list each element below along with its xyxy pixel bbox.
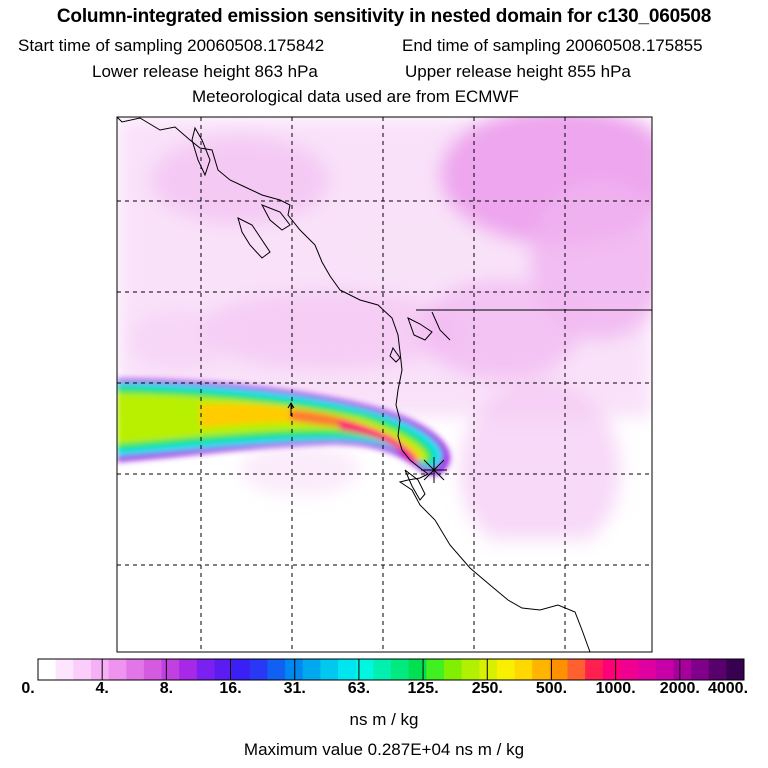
colorbar-swatch — [691, 659, 710, 680]
colorbar-swatch — [708, 659, 727, 680]
colorbar-frame — [37, 658, 745, 681]
colorbar-swatch — [408, 659, 427, 680]
colorbar-tick-label: 1000. — [595, 680, 636, 697]
colorbar-swatch — [602, 659, 621, 680]
lower-release-label: Lower release height 863 hPa — [92, 62, 318, 81]
colorbar-swatch — [320, 659, 339, 680]
colorbar-swatch — [90, 659, 110, 680]
colorbar-swatch — [426, 659, 445, 680]
colorbar-swatch — [514, 659, 533, 680]
colorbar-swatch — [249, 659, 268, 680]
colorbar-swatch — [585, 659, 604, 680]
colorbar-swatch — [214, 659, 233, 680]
colorbar-swatch — [461, 659, 480, 680]
colorbar-swatch — [196, 659, 215, 680]
upper-release-label: Upper release height 855 hPa — [405, 62, 631, 81]
lat-lon-grid — [117, 117, 652, 652]
colorbar-swatch — [232, 659, 251, 680]
colorbar-swatch — [73, 659, 92, 680]
met-data-label: Meteorological data used are from ECMWF — [192, 87, 519, 106]
colorbar-swatch — [108, 659, 127, 680]
colorbar-swatch — [655, 659, 674, 680]
colorbar-tick-label: 500. — [535, 680, 568, 697]
colorbar-swatch — [638, 659, 657, 680]
colorbar-swatch — [179, 659, 198, 680]
colorbar-tick-label: 4. — [95, 680, 109, 697]
release-marker — [421, 457, 447, 483]
colorbar-swatch — [55, 659, 74, 680]
colorbar-tick-label: 16. — [219, 680, 242, 697]
coastlines — [117, 117, 652, 652]
colorbar-swatch — [620, 659, 639, 680]
colorbar-swatch — [391, 659, 410, 680]
colorbar-swatch — [726, 659, 745, 680]
colorbar-tick-label: 0. — [21, 680, 35, 697]
colorbar-swatch — [355, 659, 374, 680]
maximum-value-label: Maximum value 0.287E+04 ns m / kg — [243, 740, 525, 759]
start-time-label: Start time of sampling 20060508.175842 — [18, 36, 325, 55]
colorbar-swatch — [161, 659, 180, 680]
colorbar-swatch — [302, 659, 321, 680]
map-frame — [116, 116, 653, 653]
colorbar-tick-label: 125. — [407, 680, 439, 697]
plot-title: Column-integrated emission sensitivity i… — [56, 6, 712, 27]
sensitivity-background-field — [117, 117, 652, 652]
colorbar-swatch — [549, 659, 568, 680]
colorbar-tick-label: 2000. — [659, 680, 700, 697]
end-time-label: End time of sampling 20060508.175855 — [402, 36, 703, 55]
colorbar-units: ns m / kg — [349, 710, 419, 729]
colorbar-swatch — [673, 659, 692, 680]
colorbar-tick-label: 63. — [347, 680, 371, 697]
colorbar-swatch — [479, 659, 498, 680]
colorbar-swatch — [532, 659, 551, 680]
colorbar-swatch — [38, 659, 57, 680]
colorbar-swatch — [267, 659, 286, 680]
colorbar-swatch — [126, 659, 145, 680]
colorbar-tick-label: 31. — [283, 680, 306, 697]
plume — [117, 379, 451, 476]
colorbar-tick-label: 4000. — [707, 680, 749, 697]
colorbar-swatch — [143, 659, 163, 680]
trajectory-arrow — [287, 402, 295, 416]
colorbar-tick-label: 250. — [471, 680, 503, 697]
colorbar-tick-label: 8. — [159, 680, 174, 697]
colorbar-swatch — [285, 659, 304, 680]
colorbar-swatch — [373, 659, 392, 680]
colorbar — [37, 658, 745, 681]
colorbar-swatch — [338, 659, 357, 680]
colorbar-swatch — [567, 659, 586, 680]
colorbar-swatch — [443, 659, 463, 680]
colorbar-swatch — [496, 659, 516, 680]
